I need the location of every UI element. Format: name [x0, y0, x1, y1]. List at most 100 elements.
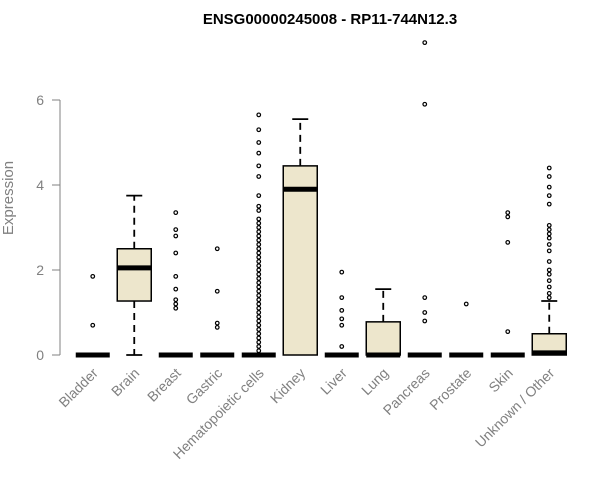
outlier-point [256, 216, 262, 222]
y-tick-label: 2 [36, 262, 44, 278]
outlier-point [256, 310, 262, 315]
y-tick-label: 4 [36, 177, 44, 193]
outlier-point [422, 101, 428, 107]
outlier-point [256, 250, 262, 256]
x-tick-label: Skin [485, 365, 516, 396]
outlier-point [256, 233, 262, 239]
x-tick-label: Liver [317, 365, 350, 398]
outlier-point [256, 276, 262, 281]
x-tick-label: Lung [358, 365, 391, 398]
outlier-point [546, 284, 552, 290]
outlier-point [173, 297, 179, 303]
outlier-point [256, 327, 262, 332]
outlier-point [546, 248, 552, 254]
box-group [158, 210, 193, 358]
outlier-point [256, 305, 262, 311]
outlier-point [256, 318, 262, 324]
outlier-point [256, 208, 262, 213]
outlier-point [422, 318, 428, 324]
outlier-point [256, 203, 262, 209]
outlier-point [256, 254, 262, 260]
outlier-point [256, 150, 262, 156]
outlier-point [422, 40, 428, 46]
y-tick-label: 6 [36, 92, 44, 108]
outlier-point [256, 344, 262, 349]
outlier-point [546, 193, 552, 199]
outlier-point [256, 193, 262, 199]
outlier-point [546, 259, 552, 264]
box-group [200, 246, 235, 358]
x-tick-label: Breast [144, 365, 184, 405]
outlier-point [256, 163, 262, 169]
chart-title: ENSG00000245008 - RP11-744N12.3 [203, 11, 457, 28]
y-tick-label: 0 [36, 347, 44, 363]
outlier-point [173, 233, 179, 239]
outlier-point [339, 269, 345, 275]
outlier-point [546, 290, 552, 296]
outlier-point [546, 242, 552, 247]
outlier-point [256, 288, 262, 294]
outlier-point [256, 297, 262, 303]
box-group [116, 194, 152, 356]
outlier-point [214, 288, 220, 294]
outlier-point [256, 225, 262, 230]
outlier-point [546, 267, 552, 273]
outlier-point [256, 112, 262, 118]
box-group [531, 165, 567, 356]
outlier-point [173, 305, 179, 311]
outlier-point [173, 227, 179, 233]
outlier-point [546, 184, 552, 190]
y-axis: 0 2 4 6 [36, 92, 61, 363]
box-group [282, 118, 318, 356]
outlier-point [256, 263, 262, 269]
outlier-point [256, 280, 262, 286]
outlier-point [339, 344, 345, 349]
outlier-point [256, 314, 262, 320]
box-group [407, 40, 442, 358]
outlier-point [339, 307, 345, 313]
outlier-point [214, 324, 220, 330]
outlier-point [546, 235, 552, 241]
outlier-point [546, 165, 552, 171]
box-group [449, 301, 484, 358]
outlier-point [173, 301, 179, 307]
outlier-point [214, 320, 220, 326]
outlier-point [339, 316, 345, 322]
outlier-point [173, 286, 179, 292]
outlier-point [256, 220, 262, 226]
outlier-point [173, 210, 179, 216]
x-tick-label: Brain [108, 365, 142, 399]
outlier-point [505, 210, 511, 216]
outlier-point [214, 246, 220, 252]
outlier-point [505, 329, 511, 335]
outlier-point [256, 237, 262, 243]
y-axis-label: Expression [0, 161, 17, 235]
outlier-point [546, 174, 552, 179]
outlier-point [422, 310, 428, 315]
box [116, 248, 152, 302]
outlier-point [256, 331, 262, 337]
outlier-point [546, 227, 552, 233]
outlier-point [546, 231, 552, 237]
outlier-point [256, 322, 262, 328]
box-group [324, 269, 359, 358]
box-group [75, 273, 110, 358]
outlier-point [173, 250, 179, 256]
box-group [241, 112, 276, 358]
outlier-point [339, 295, 345, 301]
outlier-point [256, 348, 262, 354]
box-group [365, 288, 401, 358]
x-tick-label: Bladder [55, 365, 101, 411]
boxes-layer [75, 40, 567, 358]
outlier-point [546, 278, 552, 284]
outlier-point [256, 246, 262, 252]
outlier-point [339, 322, 345, 328]
outlier-point [546, 271, 552, 277]
outlier-point [505, 214, 511, 220]
outlier-point [256, 242, 262, 247]
outlier-point [546, 295, 552, 301]
outlier-point [256, 259, 262, 264]
outlier-point [256, 284, 262, 290]
outlier-point [546, 201, 552, 207]
